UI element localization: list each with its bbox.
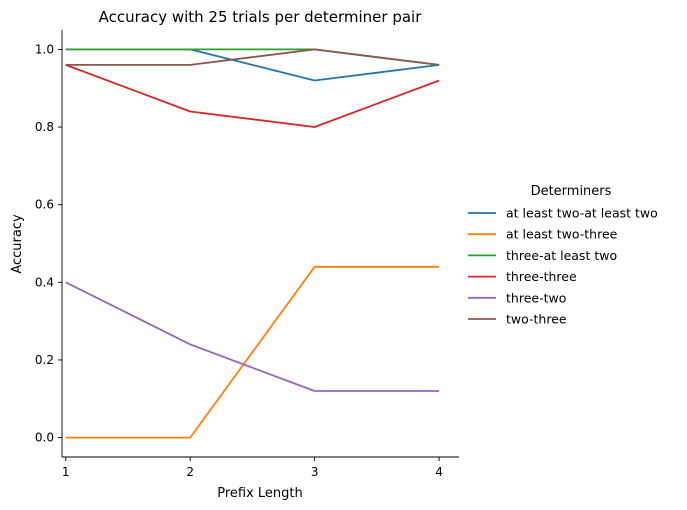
legend-label: two-three — [506, 312, 567, 327]
x-axis-label: Prefix Length — [217, 486, 303, 501]
legend: Determiners at least two-at least two at … — [468, 184, 658, 327]
y-tick-label: 0.4 — [35, 275, 54, 289]
y-tick-label: 0.6 — [35, 198, 54, 212]
y-tick-label: 1.0 — [35, 42, 54, 56]
x-tick-label: 3 — [311, 465, 319, 479]
legend-title: Determiners — [531, 184, 612, 199]
series-line-at-least-two-three — [65, 265, 440, 439]
y-tick-label: 0.2 — [35, 353, 54, 367]
legend-label: three-two — [506, 290, 566, 305]
legend-label: three-three — [506, 269, 577, 284]
x-tick-label: 4 — [435, 465, 443, 479]
series-line-three-three — [65, 64, 440, 128]
legend-label: at least two-three — [506, 227, 618, 242]
legend-label: at least two-at least two — [506, 206, 658, 221]
x-tick-label: 1 — [62, 465, 70, 479]
y-tick-label: 0.0 — [35, 431, 54, 445]
series-lines — [65, 48, 440, 439]
series-line-two-three — [65, 48, 440, 66]
chart-title: Accuracy with 25 trials per determiner p… — [99, 8, 423, 26]
series-line-three-two — [65, 281, 440, 392]
x-tick-label: 2 — [186, 465, 194, 479]
tick-labels: 1 2 3 4 0.0 0.2 0.4 0.6 0.8 1.0 — [35, 42, 443, 479]
legend-label: three-at least two — [506, 248, 617, 263]
y-tick-label: 0.8 — [35, 120, 54, 134]
plot-axes — [61, 30, 459, 458]
y-axis-label: Accuracy — [10, 214, 25, 274]
